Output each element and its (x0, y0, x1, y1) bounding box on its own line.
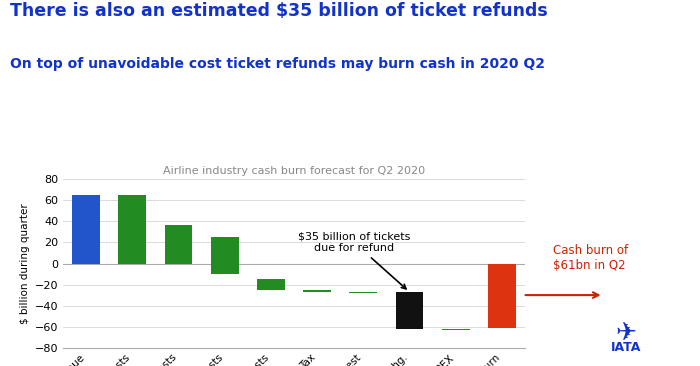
Bar (349, 292, 377, 293)
Text: Cash burn of
$61bn in Q2: Cash burn of $61bn in Q2 (553, 244, 628, 272)
Text: There is also an estimated $35 billion of ticket refunds: There is also an estimated $35 billion o… (10, 2, 548, 20)
Bar (164, 225, 193, 264)
Bar (395, 292, 423, 329)
Y-axis label: $ billion during quarter: $ billion during quarter (20, 203, 31, 324)
Bar (488, 264, 516, 328)
Bar (442, 329, 470, 330)
Bar (72, 195, 100, 264)
Text: On top of unavoidable cost ticket refunds may burn cash in 2020 Q2: On top of unavoidable cost ticket refund… (10, 57, 545, 71)
Text: ✈: ✈ (616, 321, 637, 345)
Bar (257, 279, 285, 290)
Text: $35 billion of tickets
due for refund: $35 billion of tickets due for refund (298, 232, 410, 289)
Bar (211, 237, 239, 274)
Bar (118, 195, 146, 264)
Bar (303, 290, 331, 292)
Text: IATA: IATA (611, 341, 642, 354)
Title: Airline industry cash burn forecast for Q2 2020: Airline industry cash burn forecast for … (163, 166, 425, 176)
